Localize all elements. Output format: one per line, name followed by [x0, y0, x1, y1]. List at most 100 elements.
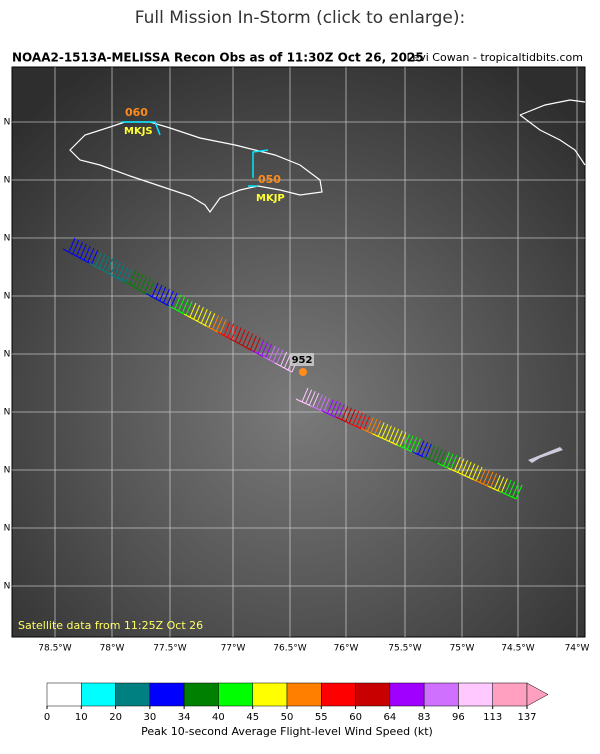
pressure-label: 952 [292, 355, 313, 366]
colorbar-tick-label: 20 [109, 712, 122, 723]
wind-barb [72, 239, 80, 255]
colorbar-swatch [286, 682, 322, 707]
station-name: MKJS [124, 126, 153, 137]
map[interactable]: 060 MKJS 050 MKJP 952 Satellite data fro… [11, 66, 586, 638]
lat-labels: N N N N N N N N N [4, 118, 11, 592]
colorbar-tick-label: 30 [143, 712, 156, 723]
colorbar-tick-label: 137 [517, 712, 536, 723]
station-name: MKJP [256, 193, 285, 204]
wind-barb [442, 451, 450, 467]
wind-barb [106, 258, 114, 273]
wind-barb [490, 473, 498, 488]
wind-barb [136, 274, 144, 289]
wind-barb [323, 397, 331, 413]
wind-barb [457, 458, 465, 473]
wind-barb [366, 417, 374, 432]
wind-barb [249, 335, 257, 350]
satellite-note: Satellite data from 11:25Z Oct 26 [18, 619, 203, 632]
header-title[interactable]: Full Mission In-Storm (click to enlarge)… [135, 8, 465, 28]
wind-barb [497, 476, 505, 491]
wind-barb [276, 349, 284, 365]
wind-barb [163, 288, 170, 304]
wind-barb [204, 311, 212, 326]
aircraft-icon [528, 447, 563, 463]
wind-barb [461, 460, 469, 475]
colorbar-tick-label: 83 [418, 712, 431, 723]
wind-barb [197, 306, 204, 322]
wind-barb [94, 252, 102, 267]
wind-barb [223, 321, 231, 336]
wind-barb [83, 245, 91, 261]
wind-barb [399, 432, 407, 447]
wind-barb [132, 272, 140, 287]
lon-labels: 78.5°W 78°W 77.5°W 77°W 76.5°W 76°W 75.5°W 75°W… [38, 644, 589, 654]
wind-barb [68, 237, 76, 253]
wind-barb [147, 280, 155, 295]
wind-barb [144, 278, 152, 293]
wind-barb [421, 442, 429, 457]
wind-barb [129, 270, 136, 285]
wind-barb [181, 298, 189, 314]
wind-barb [272, 347, 280, 363]
wind-barb [316, 394, 323, 409]
wind-barb [330, 400, 338, 416]
wind-barb [91, 250, 99, 265]
colorbar-tick-label: 55 [315, 712, 328, 723]
colorbar-swatch [492, 682, 528, 707]
wind-barb [189, 302, 197, 318]
wind-barb [341, 405, 349, 421]
coastline-jamaica [69, 121, 323, 214]
colorbar-label: Peak 10-second Average Flight-level Wind… [141, 725, 433, 738]
wind-barb [410, 437, 418, 452]
wind-barb [515, 484, 523, 500]
wind-barb [352, 410, 360, 426]
lon-label: 75.5°W [388, 644, 422, 654]
wind-barb [301, 387, 309, 403]
wind-barb [381, 423, 389, 439]
colorbar-swatch [149, 682, 185, 707]
wind-barb [432, 446, 440, 462]
wind-barb [417, 440, 425, 455]
wind-barb [246, 333, 254, 348]
wind-barb [193, 304, 201, 320]
wind-barb [464, 461, 472, 477]
wind-barb [453, 456, 461, 472]
colorbar: 0 10 20 30 34 40 45 50 55 60 64 83 96 113 137 [44, 682, 549, 723]
wind-barb [345, 407, 352, 422]
lat-label: N [4, 118, 11, 128]
colorbar-tick-label: 10 [75, 712, 88, 723]
wind-barb [509, 495, 517, 500]
storm-center [299, 368, 307, 376]
flight-track [62, 237, 523, 500]
lat-label: N [4, 408, 11, 418]
wind-barb [501, 478, 508, 493]
lon-label: 78°W [100, 644, 125, 654]
coastline-haiti [519, 99, 586, 166]
map-title: NOAA2-1513A-MELISSA Recon Obs as of 11:3… [12, 51, 424, 65]
wind-barb [359, 414, 367, 429]
colorbar-swatch [321, 682, 356, 707]
lon-label: 75°W [450, 644, 475, 654]
lat-label: N [4, 176, 11, 186]
lat-label: N [4, 350, 11, 360]
wind-barb [305, 389, 313, 404]
wind-barb [257, 339, 265, 354]
wind-barb [403, 433, 411, 449]
wind-barb [238, 329, 246, 344]
wind-barb [374, 420, 382, 436]
colorbar-tick-label: 60 [349, 712, 362, 723]
colorbar-tick-label: 50 [281, 712, 294, 723]
wind-barb [174, 294, 182, 310]
wind-barb [511, 483, 519, 498]
map-credit: Levi Cowan - tropicaltidbits.com [407, 51, 583, 64]
lat-label: N [4, 582, 11, 592]
wind-barb [110, 260, 118, 275]
colorbar-swatch [115, 682, 151, 707]
wind-barb [234, 327, 242, 342]
pressure-box [290, 353, 314, 366]
lon-label: 77.5°W [153, 644, 187, 654]
wind-barb [76, 241, 84, 257]
wind-barb [140, 276, 148, 291]
colorbar-swatch [458, 682, 493, 707]
